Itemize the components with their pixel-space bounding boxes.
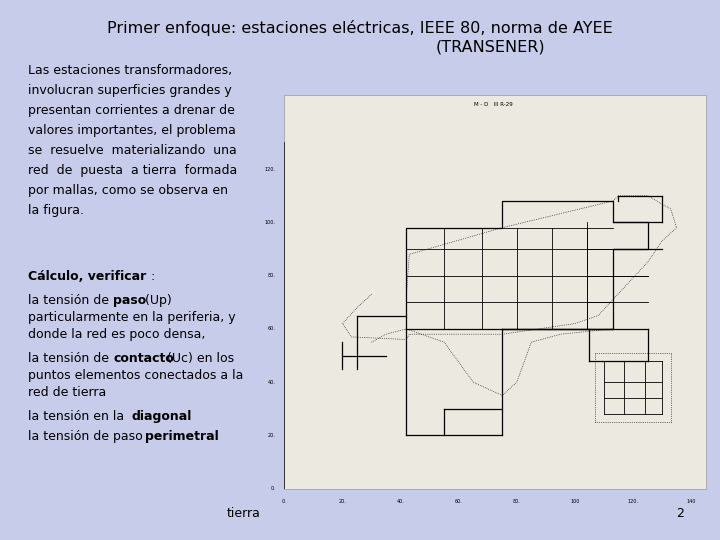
Text: 20.: 20. xyxy=(268,433,276,438)
Text: particularmente en la periferia, y: particularmente en la periferia, y xyxy=(28,311,235,324)
Text: 60.: 60. xyxy=(268,326,276,332)
Text: :: : xyxy=(151,270,156,283)
Text: 0.: 0. xyxy=(271,486,276,491)
Text: puntos elementos conectados a la: puntos elementos conectados a la xyxy=(28,369,243,382)
Text: red  de  puesta  a tierra  formada: red de puesta a tierra formada xyxy=(28,164,238,177)
Text: Cálculo, verificar: Cálculo, verificar xyxy=(28,270,146,283)
Text: perimetral: perimetral xyxy=(145,430,219,443)
Text: presentan corrientes a drenar de: presentan corrientes a drenar de xyxy=(28,104,235,117)
Text: 120.: 120. xyxy=(265,166,276,172)
Text: 60.: 60. xyxy=(455,500,462,504)
Text: 140: 140 xyxy=(686,500,696,504)
Text: (Up): (Up) xyxy=(141,294,172,307)
Text: se  resuelve  materializando  una: se resuelve materializando una xyxy=(28,144,237,157)
Text: 120.: 120. xyxy=(628,500,639,504)
Text: donde la red es poco densa,: donde la red es poco densa, xyxy=(28,328,205,341)
Text: 100: 100 xyxy=(570,500,580,504)
Text: Primer enfoque: estaciones eléctricas, IEEE 80, norma de AYEE: Primer enfoque: estaciones eléctricas, I… xyxy=(107,20,613,36)
Text: 100.: 100. xyxy=(265,220,276,225)
Text: Las estaciones transformadores,: Las estaciones transformadores, xyxy=(28,64,232,77)
Text: 80.: 80. xyxy=(513,500,521,504)
Text: 80.: 80. xyxy=(268,273,276,278)
Text: la tensión en la: la tensión en la xyxy=(28,410,128,423)
Text: 40.: 40. xyxy=(268,380,276,384)
Text: M - D   III R-29: M - D III R-29 xyxy=(474,103,513,107)
Bar xyxy=(284,94,706,489)
Text: la tensión de: la tensión de xyxy=(28,352,113,365)
Text: 0.: 0. xyxy=(282,500,287,504)
Text: paso: paso xyxy=(113,294,146,307)
Text: red de tierra: red de tierra xyxy=(28,386,107,399)
Text: (Uc) en los: (Uc) en los xyxy=(163,352,234,365)
Text: involucran superficies grandes y: involucran superficies grandes y xyxy=(28,84,232,97)
Text: la tensión de: la tensión de xyxy=(28,294,113,307)
Text: 20.: 20. xyxy=(338,500,346,504)
Text: 2: 2 xyxy=(676,507,684,520)
Text: contacto: contacto xyxy=(113,352,174,365)
Text: la tensión de paso: la tensión de paso xyxy=(28,430,147,443)
Text: (TRANSENER): (TRANSENER) xyxy=(435,40,545,55)
Text: diagonal: diagonal xyxy=(132,410,192,423)
Text: por mallas, como se observa en: por mallas, como se observa en xyxy=(28,184,228,197)
Text: 40.: 40. xyxy=(397,500,405,504)
Text: la figura.: la figura. xyxy=(28,204,84,217)
Text: tierra: tierra xyxy=(227,507,261,520)
Text: valores importantes, el problema: valores importantes, el problema xyxy=(28,124,236,137)
